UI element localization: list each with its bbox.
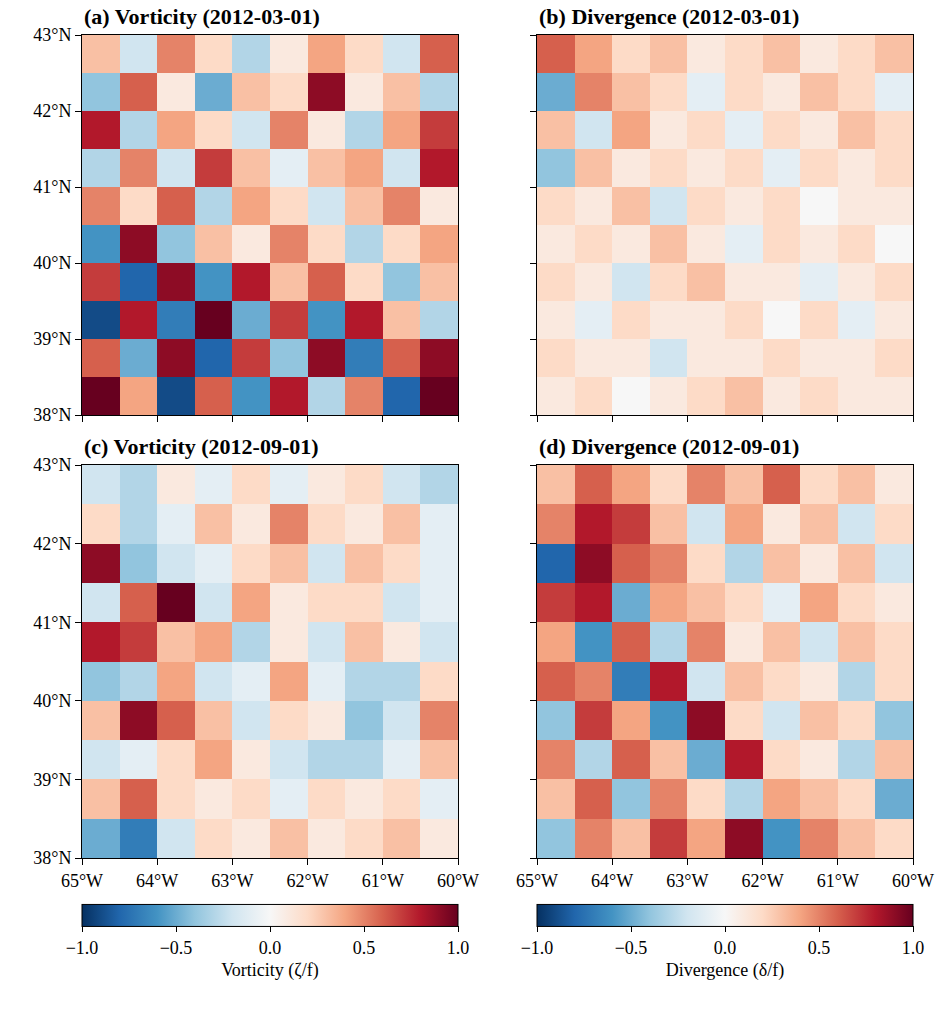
svg-text:63°W: 63°W: [211, 871, 253, 891]
svg-text:1.0: 1.0: [447, 938, 470, 958]
svg-text:39°N: 39°N: [33, 770, 71, 790]
svg-text:61°W: 61°W: [817, 871, 859, 891]
svg-text:63°W: 63°W: [666, 871, 708, 891]
svg-text:0.5: 0.5: [808, 938, 831, 958]
svg-text:41°N: 41°N: [33, 613, 71, 633]
svg-text:43°N: 43°N: [33, 455, 71, 475]
svg-text:43°N: 43°N: [33, 25, 71, 45]
svg-text:1.0: 1.0: [902, 938, 925, 958]
svg-text:41°N: 41°N: [33, 177, 71, 197]
svg-text:60°W: 60°W: [437, 871, 479, 891]
svg-text:65°W: 65°W: [516, 871, 558, 891]
svg-text:0.5: 0.5: [353, 938, 376, 958]
svg-text:38°N: 38°N: [33, 405, 71, 425]
svg-text:−0.5: −0.5: [615, 938, 648, 958]
svg-text:0.0: 0.0: [259, 938, 282, 958]
svg-text:38°N: 38°N: [33, 848, 71, 868]
svg-text:64°W: 64°W: [136, 871, 178, 891]
svg-text:(b) Divergence (2012-03-01): (b) Divergence (2012-03-01): [539, 4, 799, 29]
svg-text:65°W: 65°W: [61, 871, 103, 891]
svg-text:42°N: 42°N: [33, 101, 71, 121]
svg-text:Vorticity (ζ/f): Vorticity (ζ/f): [221, 960, 319, 981]
svg-text:Divergence (δ/f): Divergence (δ/f): [666, 960, 785, 981]
svg-text:(c) Vorticity (2012-09-01): (c) Vorticity (2012-09-01): [84, 434, 319, 459]
svg-text:−0.5: −0.5: [160, 938, 193, 958]
svg-text:−1.0: −1.0: [66, 938, 99, 958]
svg-text:62°W: 62°W: [742, 871, 784, 891]
svg-text:42°N: 42°N: [33, 534, 71, 554]
svg-text:61°W: 61°W: [362, 871, 404, 891]
svg-text:(a) Vorticity (2012-03-01): (a) Vorticity (2012-03-01): [84, 4, 320, 29]
svg-text:60°W: 60°W: [892, 871, 934, 891]
svg-text:40°N: 40°N: [33, 253, 71, 273]
svg-text:62°W: 62°W: [287, 871, 329, 891]
svg-text:40°N: 40°N: [33, 691, 71, 711]
svg-text:64°W: 64°W: [591, 871, 633, 891]
svg-text:39°N: 39°N: [33, 329, 71, 349]
svg-text:−1.0: −1.0: [521, 938, 554, 958]
svg-text:(d) Divergence (2012-09-01): (d) Divergence (2012-09-01): [539, 434, 799, 459]
svg-text:0.0: 0.0: [714, 938, 737, 958]
